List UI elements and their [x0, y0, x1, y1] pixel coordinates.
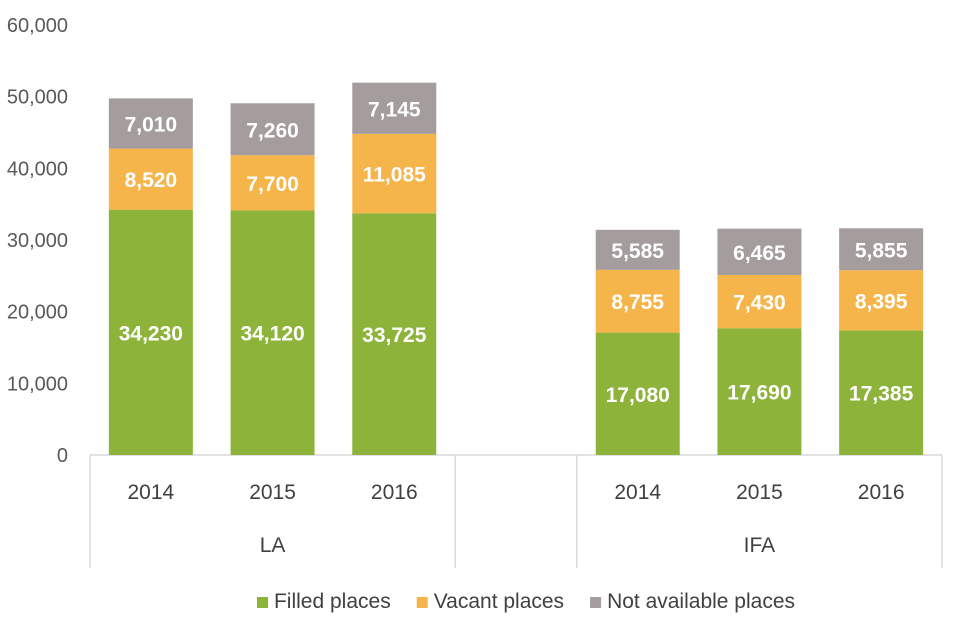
- data-label: 7,700: [246, 173, 299, 196]
- data-label: 11,085: [363, 164, 426, 187]
- data-label: 17,080: [606, 384, 670, 407]
- bar-segment-vacant-places: [717, 274, 802, 329]
- bar-segment-not-available-places: [595, 229, 680, 270]
- bar-segment-vacant-places: [839, 270, 924, 331]
- data-label: 7,010: [125, 114, 178, 137]
- data-label: 17,385: [849, 383, 914, 406]
- bar-segment-filled-places: [352, 213, 437, 455]
- x-tick-label: 2014: [614, 481, 661, 504]
- legend-label: Not available places: [607, 590, 795, 613]
- y-tick-label: 60,000: [7, 15, 68, 37]
- y-tick-label: 30,000: [7, 230, 68, 252]
- bar-segment-not-available-places: [108, 98, 193, 149]
- bar-segment-filled-places: [839, 330, 924, 455]
- data-label: 34,120: [240, 323, 304, 346]
- x-tick-label: 2015: [249, 481, 296, 504]
- data-label: 17,690: [727, 382, 791, 405]
- data-label: 6,465: [733, 242, 786, 265]
- legend-swatch: [590, 597, 602, 608]
- bar-segment-filled-places: [717, 328, 802, 455]
- x-tick-label: 2016: [858, 481, 905, 504]
- x-tick-label: 2014: [127, 481, 174, 504]
- y-tick-label: 10,000: [7, 373, 68, 395]
- bar-segment-filled-places: [595, 332, 680, 455]
- bar-segment-not-available-places: [717, 228, 802, 275]
- data-label: 7,145: [368, 98, 421, 121]
- y-tick-label: 20,000: [7, 302, 68, 324]
- data-label: 8,520: [125, 169, 178, 192]
- group-label: LA: [260, 534, 286, 557]
- bar-segment-vacant-places: [352, 133, 437, 214]
- bar-segment-filled-places: [108, 209, 193, 455]
- bar-segment-not-available-places: [230, 103, 315, 156]
- data-label: 5,855: [855, 239, 908, 262]
- group-label: IFA: [744, 534, 776, 557]
- bar-segment-not-available-places: [839, 228, 924, 271]
- legend-swatch: [256, 597, 268, 608]
- data-label: 5,585: [611, 240, 664, 263]
- legend-label: Vacant places: [434, 590, 564, 613]
- data-label: 7,260: [246, 119, 299, 142]
- legend-swatch: [416, 597, 428, 608]
- y-tick-label: 40,000: [7, 158, 68, 180]
- bar-segment-not-available-places: [352, 82, 437, 134]
- bar-segment-vacant-places: [595, 269, 680, 333]
- y-tick-label: 0: [57, 445, 68, 467]
- y-tick-label: 50,000: [7, 87, 68, 109]
- bar-segment-filled-places: [230, 210, 315, 455]
- bar-segment-vacant-places: [108, 148, 193, 210]
- bar-segment-vacant-places: [230, 155, 315, 211]
- data-label: 8,395: [855, 290, 908, 313]
- data-label: 34,230: [119, 322, 183, 345]
- x-tick-label: 2016: [371, 481, 418, 504]
- data-label: 33,725: [362, 324, 427, 347]
- legend-label: Filled places: [274, 590, 391, 613]
- x-tick-label: 2015: [736, 481, 783, 504]
- data-label: 7,430: [733, 292, 786, 315]
- data-label: 8,755: [611, 291, 664, 314]
